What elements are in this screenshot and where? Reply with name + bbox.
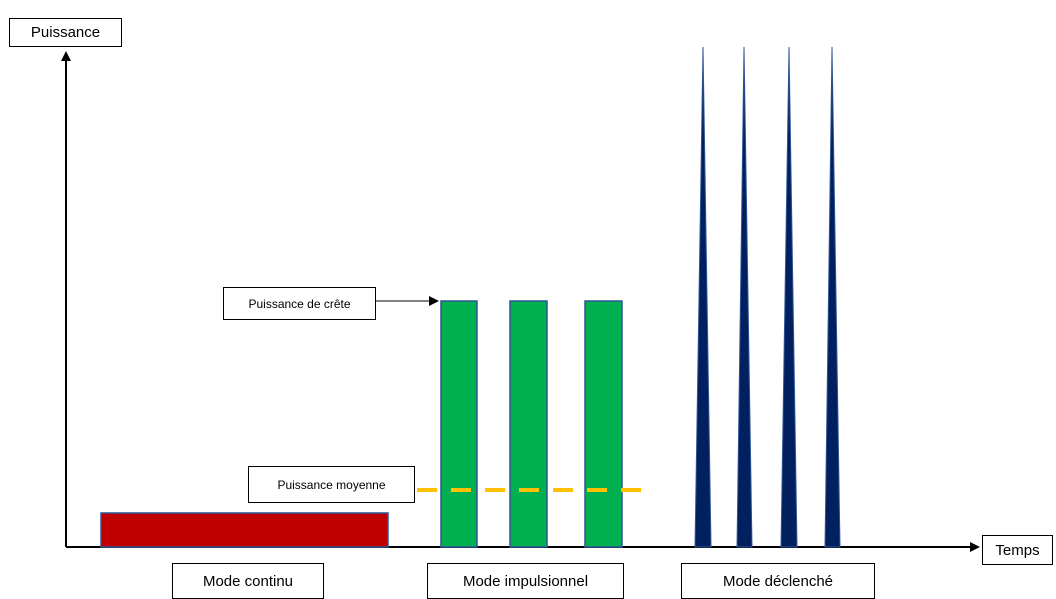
y-axis-label: Puissance bbox=[9, 18, 122, 47]
triggered-pulse-spike bbox=[824, 46, 841, 548]
pulse-bar bbox=[509, 300, 548, 548]
pulse-bar bbox=[584, 300, 623, 548]
pulse-bar bbox=[440, 300, 478, 548]
triggered-pulse-spike bbox=[694, 46, 712, 548]
average-power-label: Puissance moyenne bbox=[248, 466, 415, 503]
triggered-pulse-spike bbox=[736, 46, 753, 548]
peak-power-label: Puissance de crête bbox=[223, 287, 376, 320]
continuous-mode-label: Mode continu bbox=[172, 563, 324, 599]
pulsed-mode-label: Mode impulsionnel bbox=[427, 563, 624, 599]
continuous-power-bar bbox=[100, 512, 389, 548]
triggered-mode-label: Mode déclenché bbox=[681, 563, 875, 599]
triggered-pulse-spike bbox=[780, 46, 798, 548]
x-axis-label: Temps bbox=[982, 535, 1053, 565]
